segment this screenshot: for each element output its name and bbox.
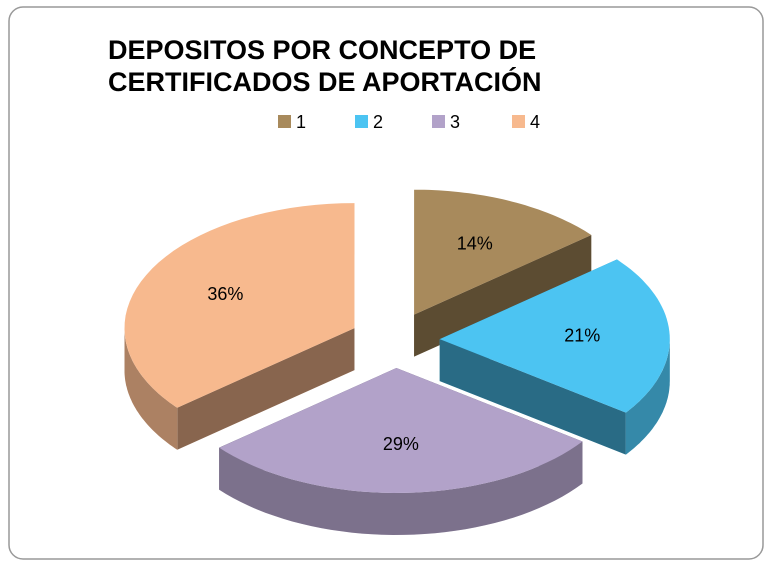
slice [219, 367, 583, 535]
legend-label: 1 [296, 112, 306, 132]
slice-wall [625, 339, 670, 455]
legend-label: 3 [450, 112, 460, 132]
legend-label: 4 [530, 112, 540, 132]
legend-swatch [278, 115, 291, 128]
data-label: 21% [564, 325, 600, 345]
slice-side [414, 234, 592, 357]
slice-top [414, 189, 592, 315]
slice-wall [219, 441, 583, 535]
slice-side [177, 328, 355, 450]
data-label: 14% [457, 233, 493, 253]
slice [124, 203, 355, 450]
legend-swatch [512, 115, 525, 128]
slice [414, 189, 592, 357]
slice-shade [219, 441, 583, 535]
slice-shade [439, 339, 626, 455]
data-label: 29% [383, 434, 419, 454]
legend-label: 2 [373, 112, 383, 132]
slice-top [124, 203, 355, 408]
chart-title: DEPOSITOS POR CONCEPTO DE CERTIFICADOS D… [108, 35, 542, 97]
slice-top [439, 259, 670, 413]
legend-swatch [432, 115, 445, 128]
data-label: 36% [207, 284, 243, 304]
legend-swatch [355, 115, 368, 128]
slice-shade [177, 328, 355, 450]
slice-side [439, 339, 626, 455]
slice-shade [625, 339, 670, 455]
slice [439, 259, 670, 455]
slice-wall [124, 328, 178, 450]
slice-shade [414, 234, 592, 357]
slice-shade [124, 328, 178, 450]
slice-top [219, 367, 583, 493]
